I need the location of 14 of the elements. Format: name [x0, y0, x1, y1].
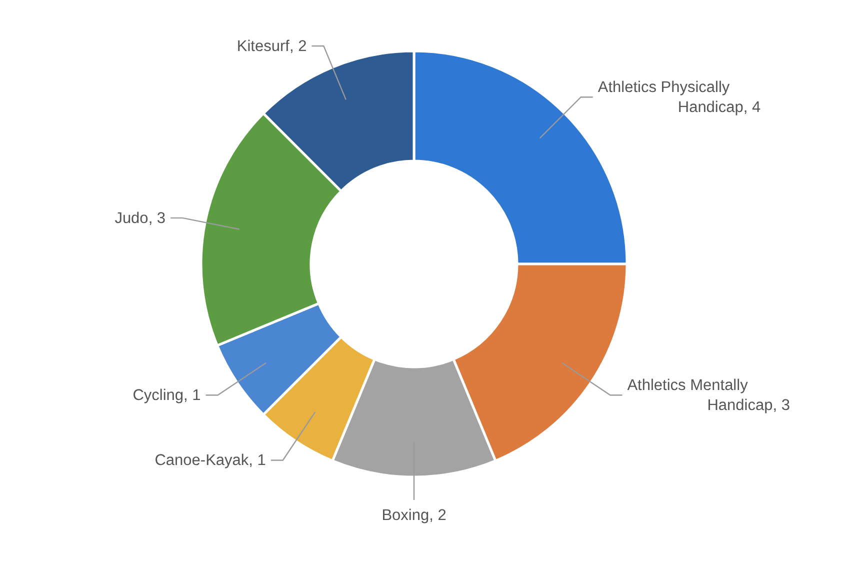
data-label: , 4 [743, 99, 761, 116]
slice-label: Kitesurf [236, 38, 290, 55]
slice-label: Athletics Mentally Handicap [627, 377, 773, 414]
data-label: , 2 [289, 38, 307, 55]
data-label: , 1 [184, 387, 201, 404]
slice-label: Judo [114, 210, 148, 227]
slice-label: Canoe-Kayak [154, 452, 249, 470]
data-label: , 3 [148, 210, 166, 227]
data-label: , 1 [248, 452, 266, 470]
data-label: , 3 [772, 397, 790, 414]
slice-label: Athletics Physically Handicap [598, 79, 744, 116]
slice-label: Cycling [132, 387, 184, 404]
slice-label: Boxing [382, 507, 430, 524]
data-label: , 2 [429, 507, 446, 524]
